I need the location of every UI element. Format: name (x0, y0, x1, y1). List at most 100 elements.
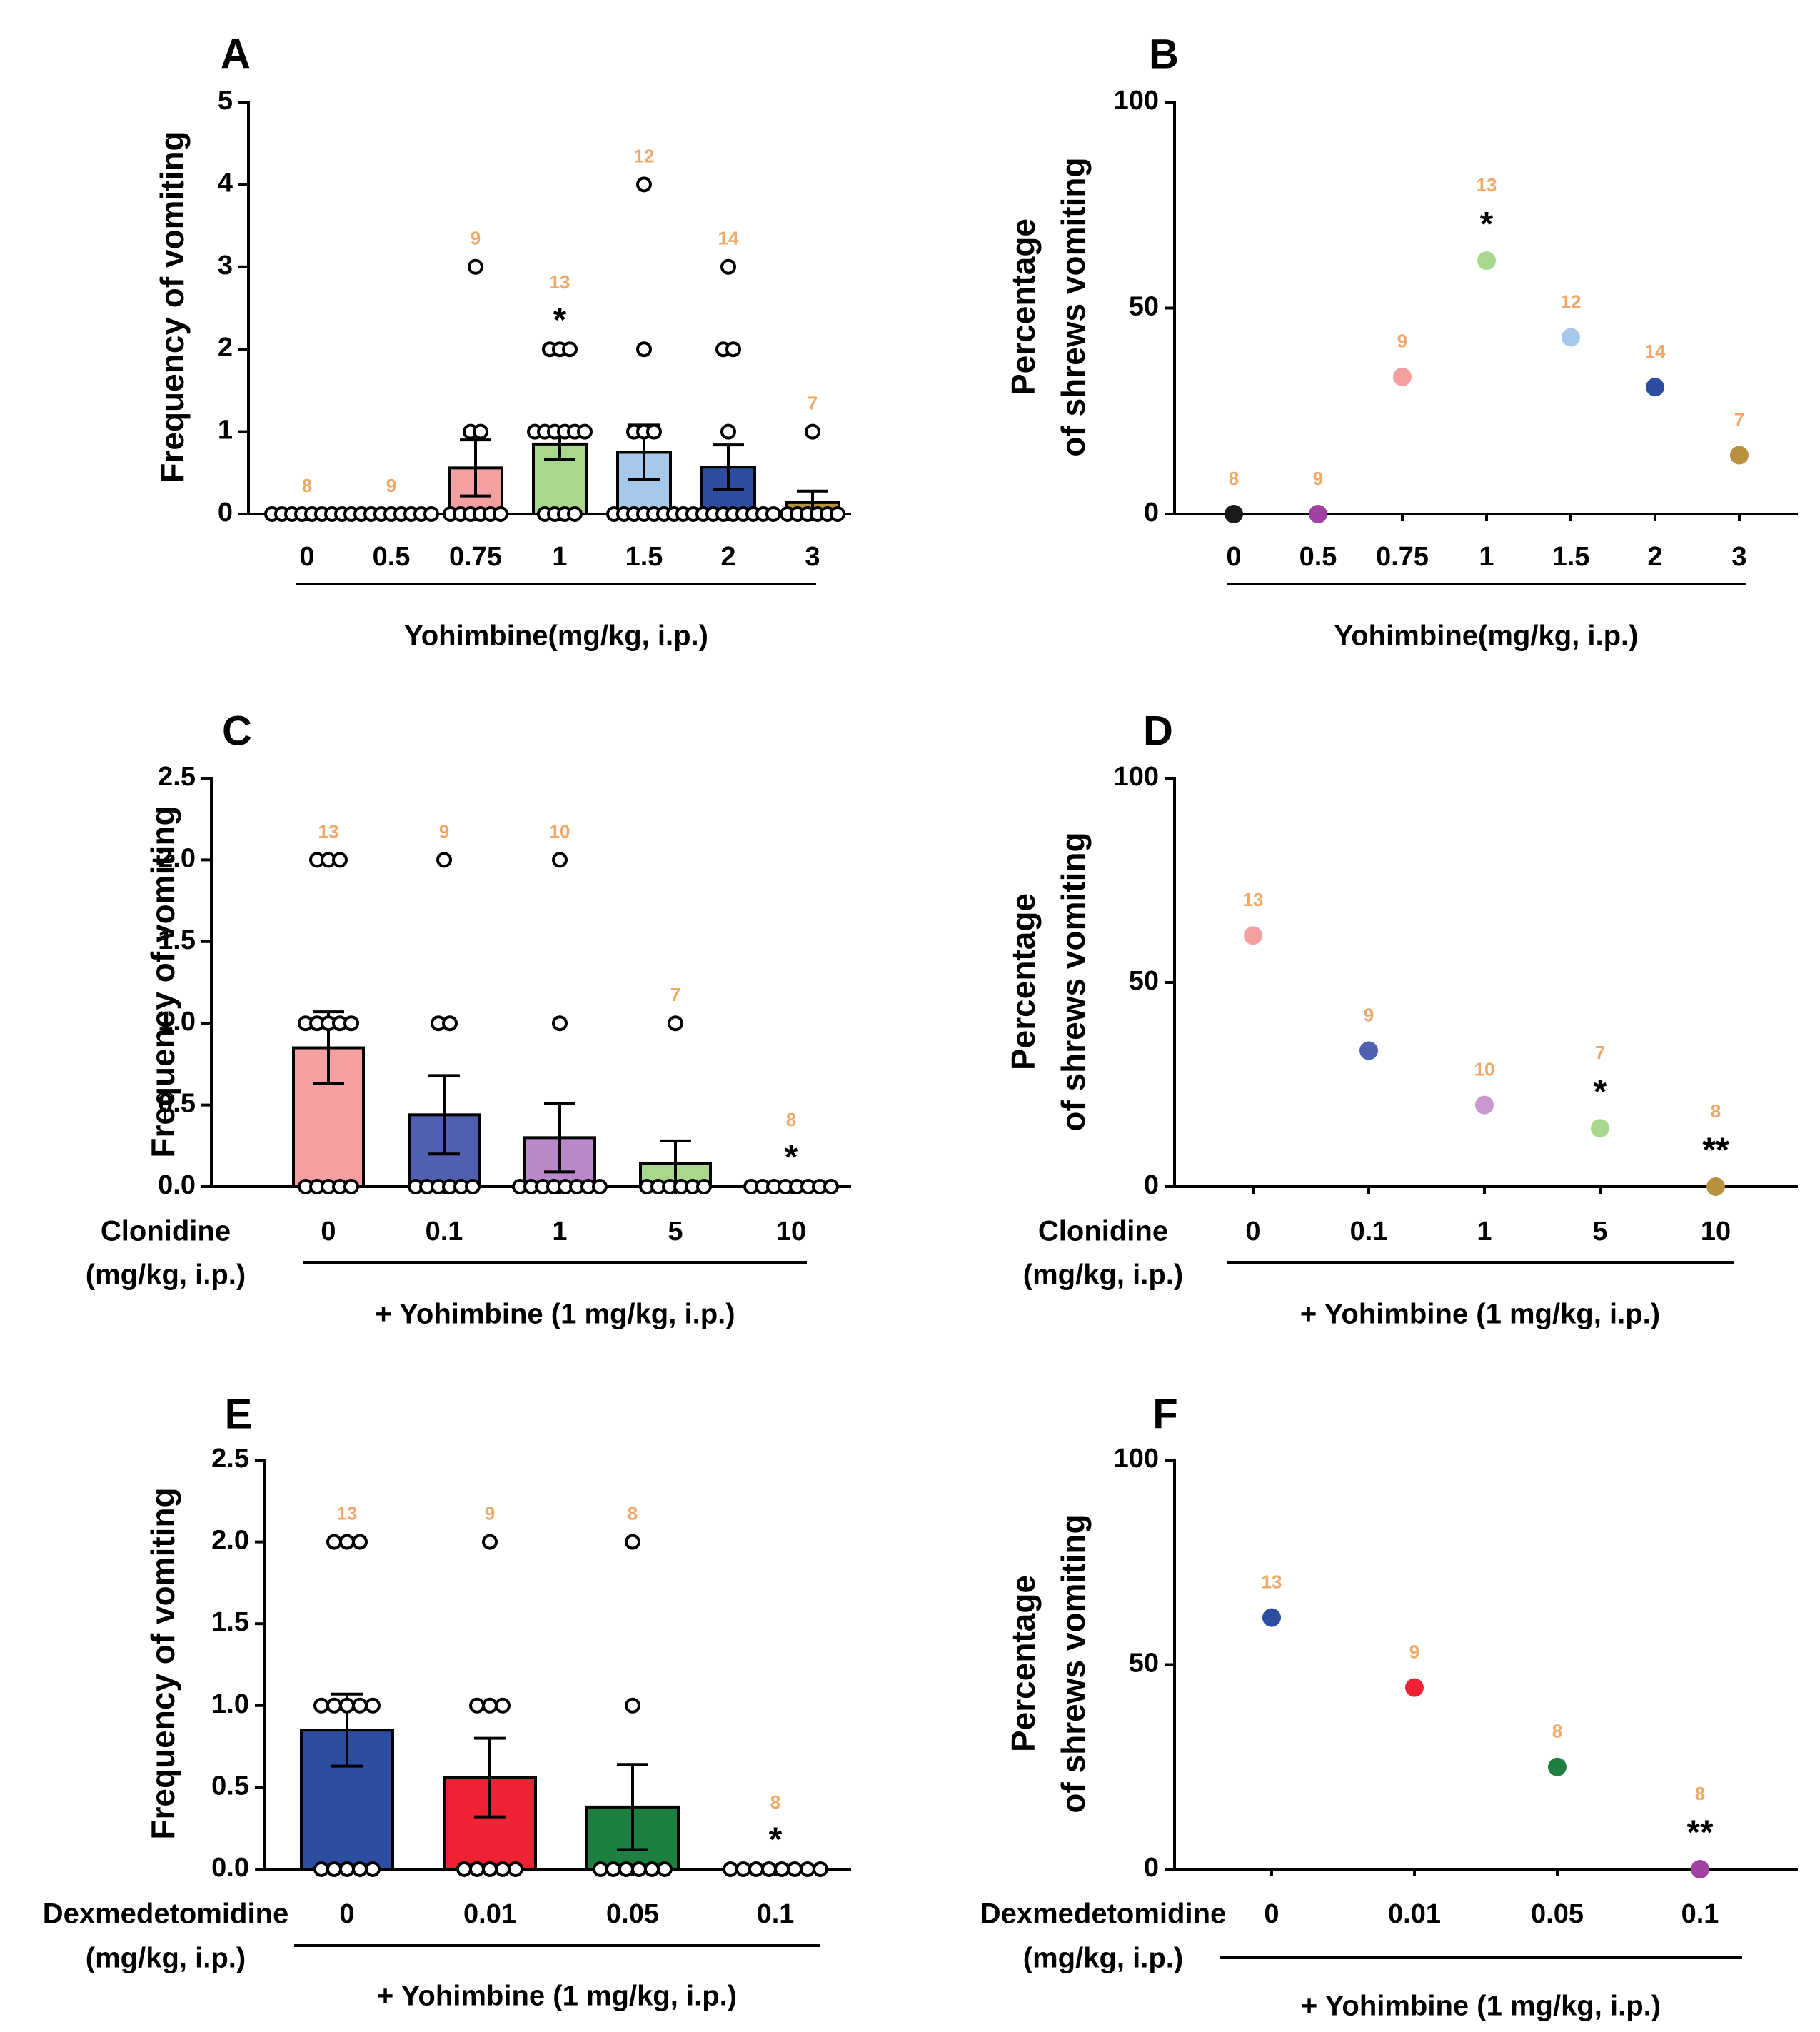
panel-e: E 0.0 0.5 1.0 1.5 2.0 2.5 Frequency of vomiting… (43, 1391, 851, 2012)
data-point (668, 1015, 683, 1032)
significance-label: ** (1686, 1814, 1714, 1852)
y-axis-label-line2: of shrews vomiting (1055, 1514, 1092, 1813)
data-point (1706, 1177, 1725, 1196)
y-tick-label: 100 (1114, 762, 1159, 792)
data-point (577, 423, 593, 440)
data-point (465, 1179, 481, 1194)
data-point (352, 1534, 368, 1550)
n-label: 13 (1262, 1571, 1282, 1592)
x-tick-label: 0.01 (1388, 1899, 1441, 1929)
x-axis-label: Yohimbine(mg/kg, i.p.) (404, 620, 708, 652)
y-tick-label: 50 (1129, 966, 1159, 996)
x-tick-label: 2 (1647, 542, 1662, 572)
data-point (1225, 505, 1243, 523)
n-label: 10 (1474, 1058, 1495, 1080)
n-label: 7 (670, 984, 680, 1005)
x-tick-label: 0 (1226, 542, 1241, 572)
x-tick-label: 0.75 (449, 542, 502, 572)
data-point (365, 1697, 381, 1714)
data-point (735, 1861, 751, 1877)
significance-label: ** (1702, 1132, 1729, 1170)
data-point (636, 176, 652, 193)
data-point (765, 506, 781, 522)
y-tick-label: 1.0 (158, 1007, 196, 1037)
panel-letter: C (222, 708, 252, 754)
x-tick-label: 1.5 (625, 542, 663, 572)
n-label: 9 (471, 228, 481, 249)
data-point (1262, 1608, 1281, 1627)
data-point (636, 341, 652, 358)
x-axis-label: + Yohimbine (1 mg/kg, i.p.) (375, 1299, 735, 1330)
data-point (1477, 251, 1496, 271)
y-axis-label-line1: Percentage (1005, 893, 1042, 1070)
significance-label: * (553, 301, 567, 339)
data-point (469, 1697, 485, 1714)
n-label: 9 (1409, 1641, 1419, 1662)
data-point (343, 1179, 359, 1194)
x-axis-label: + Yohimbine (1 mg/kg, i.p.) (377, 1981, 737, 2012)
data-point (493, 506, 508, 522)
data-point (1548, 1757, 1567, 1776)
data-point (1646, 378, 1664, 397)
n-label: 7 (1734, 408, 1744, 430)
data-point (1730, 446, 1749, 465)
data-point (482, 1861, 498, 1877)
data-point (343, 1015, 359, 1032)
data-point (725, 341, 741, 358)
data-point (469, 1861, 485, 1877)
data-point (473, 423, 488, 440)
y-tick-label: 0 (1144, 1853, 1159, 1883)
data-point (605, 1861, 621, 1877)
data-point (720, 423, 736, 440)
x-tick-label: 1.5 (1552, 542, 1590, 572)
n-label: 8 (628, 1502, 638, 1524)
y-tick-label: 2.0 (211, 1526, 249, 1556)
data-point (800, 1861, 815, 1877)
x-tick-label: 0 (339, 1899, 354, 1929)
n-label: 14 (1645, 341, 1666, 362)
data-point (468, 258, 483, 275)
panel-letter: B (1149, 31, 1179, 77)
y-axis-label-line2: of shrews vomiting (1055, 832, 1092, 1131)
n-label: 9 (1313, 468, 1323, 489)
x-tick-label: 3 (1731, 542, 1746, 572)
x-tick-label: 1 (552, 542, 567, 572)
x-tick-label: 0.5 (1299, 542, 1337, 572)
y-tick-label: 3 (218, 251, 233, 281)
n-label: 8 (786, 1109, 796, 1130)
x-tick-label: 0.05 (1531, 1899, 1584, 1929)
data-point (562, 341, 578, 358)
y-tick-label: 0 (218, 498, 233, 528)
n-label: 7 (1595, 1042, 1605, 1063)
data-point (657, 1861, 673, 1877)
data-point (631, 1861, 647, 1877)
x-tick-label: 1 (552, 1217, 567, 1247)
data-point (482, 1697, 498, 1714)
y-tick-label: 50 (1129, 292, 1159, 322)
y-tick-label: 0 (1144, 498, 1159, 528)
y-tick-label: 2.5 (158, 762, 196, 792)
y-tick-label: 4 (218, 168, 233, 198)
n-label: 8 (770, 1791, 780, 1813)
data-point (313, 1697, 329, 1714)
n-label: 8 (1552, 1721, 1562, 1742)
data-point (1244, 926, 1262, 945)
y-tick-label: 1 (218, 416, 233, 446)
x-tick-label: 2 (720, 542, 735, 572)
panel-d: D 0 50 100 Percentage of shrews vomiting 0 0.1 1… (1005, 708, 1798, 1330)
dose-label: Dexmedetomidine (43, 1898, 289, 1930)
data-point (646, 423, 662, 440)
data-point (618, 1861, 634, 1877)
x-tick-label: 10 (1701, 1217, 1731, 1247)
data-point (423, 506, 439, 522)
data-point (365, 1861, 381, 1877)
x-axis-label: Yohimbine(mg/kg, i.p.) (1334, 620, 1639, 652)
data-point (552, 1015, 568, 1032)
n-label: 9 (1364, 1004, 1374, 1025)
data-point (1359, 1041, 1378, 1060)
data-point (442, 1015, 458, 1032)
x-tick-label: 0 (1245, 1217, 1260, 1247)
n-label: 13 (337, 1502, 358, 1524)
data-point (761, 1861, 777, 1877)
x-tick-label: 0.01 (463, 1899, 516, 1929)
